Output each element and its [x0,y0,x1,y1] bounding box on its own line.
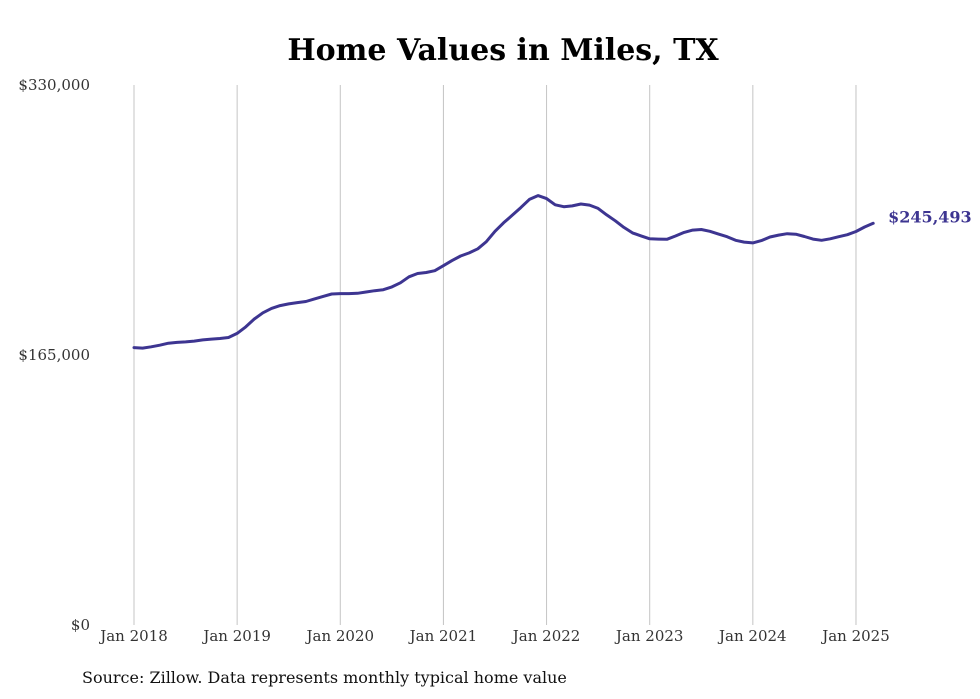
gridlines [133,85,857,625]
y-tick-label: $0 [71,616,90,634]
x-tick-label: Jan 2020 [304,627,374,645]
x-tick-label: Jan 2019 [201,627,271,645]
latest-value-label: $245,493 [888,207,972,226]
y-tick-label: $165,000 [18,346,90,364]
x-tick-label: Jan 2023 [614,627,684,645]
source-note: Source: Zillow. Data represents monthly … [82,668,567,687]
x-tick-label: Jan 2018 [98,627,168,645]
home-value-line [132,194,875,350]
x-tick-label: Jan 2022 [511,627,581,645]
x-tick-label: Jan 2024 [717,627,787,645]
y-axis-ticks: $0 $165,000 $330,000 [18,76,90,634]
y-tick-label: $330,000 [18,76,90,94]
chart-title: Home Values in Miles, TX [287,33,719,68]
x-tick-label: Jan 2021 [408,627,478,645]
x-axis-ticks: Jan 2018 Jan 2019 Jan 2020 Jan 2021 Jan 2022… [98,627,890,645]
x-tick-label: Jan 2025 [820,627,890,645]
